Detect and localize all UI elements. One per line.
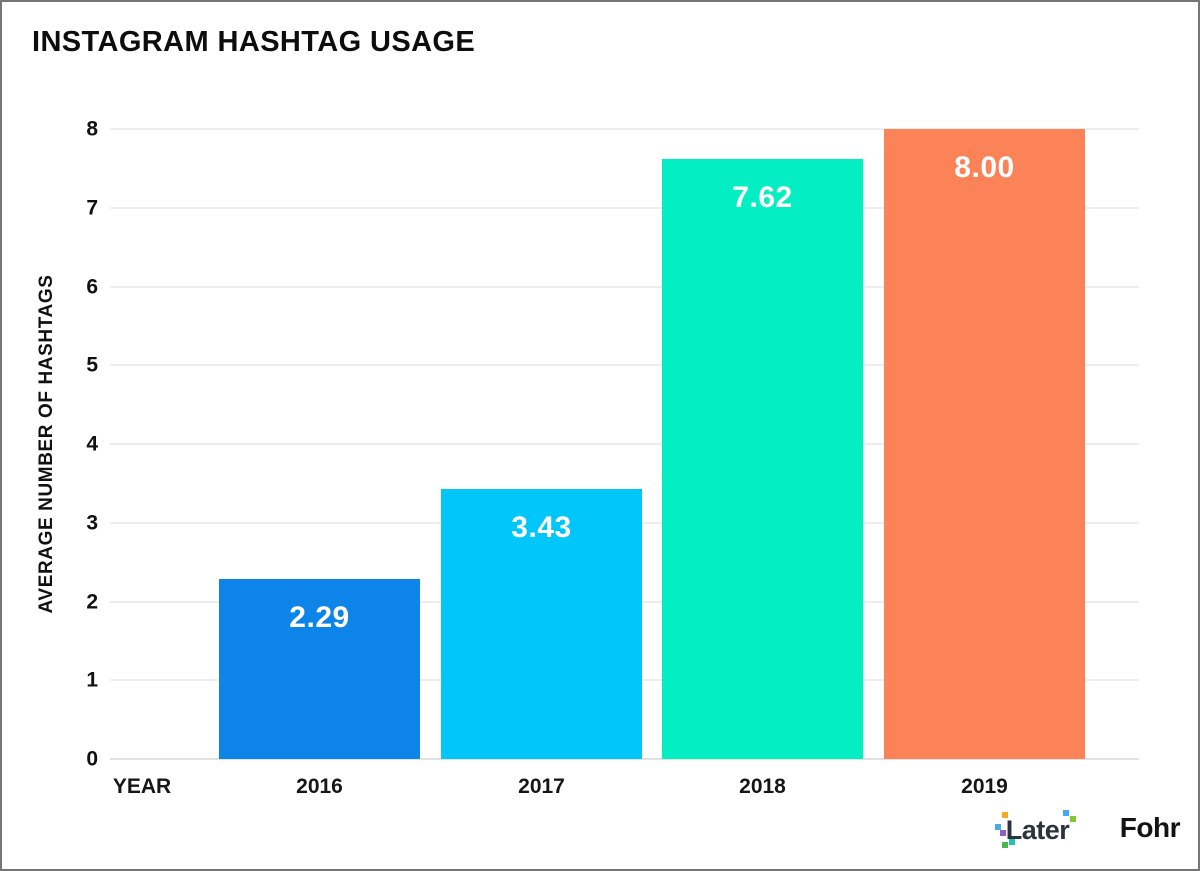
y-axis-title: AVERAGE NUMBER OF HASHTAGS <box>36 274 57 614</box>
x-tick-label-2016: 2016 <box>296 775 343 798</box>
y-tick-label-4: 4 <box>86 432 98 456</box>
x-tick-label-2017: 2017 <box>518 775 565 798</box>
bar-2019: 8.00 <box>884 129 1085 759</box>
y-tick-label-6: 6 <box>86 275 98 299</box>
bar-2016: 2.29 <box>219 579 420 759</box>
bar-value-label-2017: 3.43 <box>511 511 572 544</box>
later-pixel-green-icon <box>1001 842 1008 848</box>
gridline-y8 <box>110 128 1139 130</box>
later-wordmark: Later <box>1005 815 1070 845</box>
chart-title: INSTAGRAM HASHTAG USAGE <box>32 26 476 58</box>
later-pixel-skyblue-icon <box>1062 810 1069 816</box>
plot-area: 2.29 3.43 7.62 8.00 <box>110 128 1139 760</box>
y-tick-label-5: 5 <box>86 353 98 377</box>
bar-value-label-2016: 2.29 <box>289 601 350 634</box>
bar-value-label-2018: 7.62 <box>732 181 793 214</box>
y-tick-label-7: 7 <box>86 196 98 220</box>
later-pixel-blue-icon <box>994 824 1001 830</box>
later-pixel-teal-icon <box>1008 839 1015 845</box>
x-axis-title: YEAR <box>112 775 172 798</box>
later-logo: Later <box>994 807 1086 853</box>
bar-2018: 7.62 <box>662 159 863 759</box>
gridline-y7 <box>110 207 1139 209</box>
y-tick-label-8: 8 <box>86 117 98 141</box>
gridline-y5 <box>110 364 1139 366</box>
y-tick-label-3: 3 <box>86 511 98 535</box>
y-tick-label-0: 0 <box>86 747 98 771</box>
branding-area: Later Fohr <box>994 807 1181 853</box>
later-pixel-orange-icon <box>1001 812 1008 818</box>
later-pixel-purple-icon <box>999 830 1006 836</box>
bar-2017: 3.43 <box>441 489 642 759</box>
fohr-wordmark: Fohr <box>1119 812 1181 843</box>
y-tick-label-2: 2 <box>86 590 98 614</box>
gridline-y6 <box>110 286 1139 288</box>
later-pixel-lime-icon <box>1069 816 1076 822</box>
x-tick-label-2019: 2019 <box>961 775 1008 798</box>
x-tick-label-2018: 2018 <box>739 775 786 798</box>
gridline-y4 <box>110 443 1139 445</box>
bar-value-label-2019: 8.00 <box>954 151 1015 184</box>
gridline-y0 <box>110 758 1139 760</box>
y-tick-label-1: 1 <box>86 668 98 692</box>
